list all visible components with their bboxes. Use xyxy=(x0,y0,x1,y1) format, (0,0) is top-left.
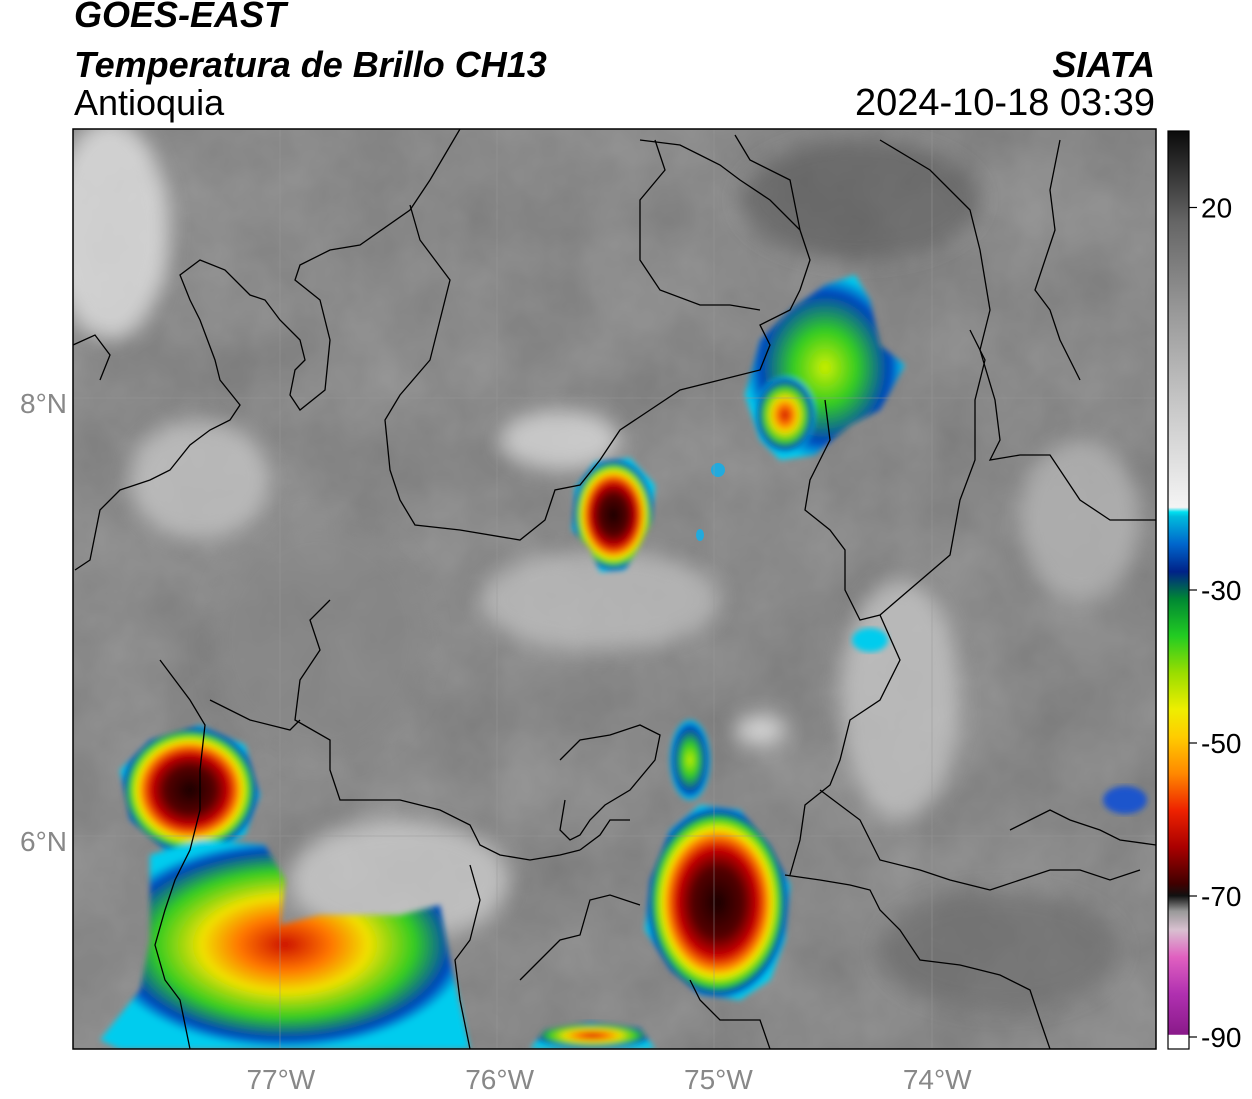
timestamp-label: 2024-10-18 03:39 xyxy=(854,82,1155,124)
colorbar xyxy=(1168,131,1189,1049)
colorbar-tick-label: 20 xyxy=(1201,193,1232,224)
lat-tick-label: 8°N xyxy=(20,388,67,419)
colorbar-ticks: 20 -30 -50 -70 -90 xyxy=(1189,193,1241,1053)
region-label: Antioquia xyxy=(74,82,225,123)
colorbar-tick-label: -70 xyxy=(1201,881,1241,912)
colorbar-tick-label: -30 xyxy=(1201,575,1241,606)
convective-cells xyxy=(100,275,1147,1049)
satellite-title: GOES-EAST xyxy=(74,0,287,35)
map-frame xyxy=(72,128,1157,1050)
organization-label: SIATA xyxy=(1052,44,1155,85)
imagery-layer xyxy=(73,129,1156,1049)
product-title: Temperatura de Brillo CH13 xyxy=(74,44,547,85)
colorbar-tick-label: -90 xyxy=(1201,1022,1241,1053)
lon-tick-label: 77°W xyxy=(246,1064,315,1095)
latitude-labels: 8°N 6°N xyxy=(20,388,67,857)
lat-tick-label: 6°N xyxy=(20,826,67,857)
lon-tick-label: 74°W xyxy=(903,1064,972,1095)
lon-tick-label: 76°W xyxy=(465,1064,534,1095)
colorbar-tick-label: -50 xyxy=(1201,728,1241,759)
lon-tick-label: 75°W xyxy=(684,1064,753,1095)
boundaries xyxy=(73,129,1156,1049)
longitude-labels: 77°W 76°W 75°W 74°W xyxy=(246,1064,972,1095)
